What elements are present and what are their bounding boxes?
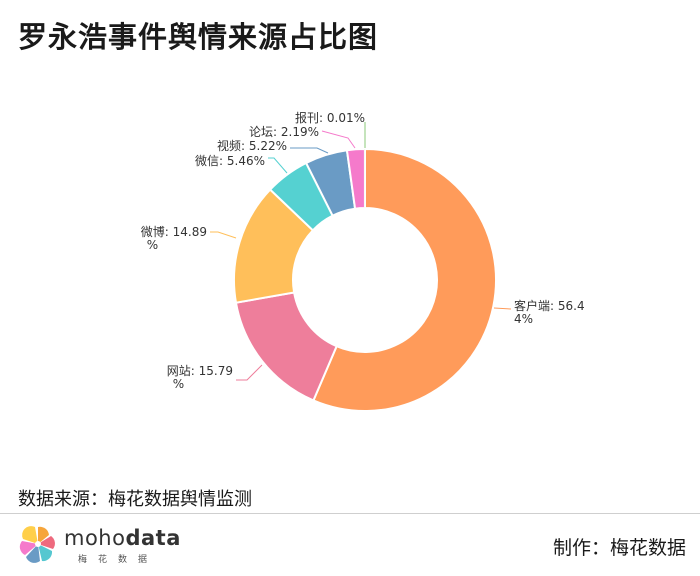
brand-subtitle: 梅花数据 [78,555,159,565]
data-label-网站: 网站: 15.79% [167,364,233,391]
slice-客户端[interactable] [312,147,497,412]
data-label-微信: 微信: 5.46% [195,154,265,168]
leader-line-视频 [290,147,329,154]
leader-line-网站 [236,364,263,381]
brand-wordmark: mohodata 梅花数据 [64,526,181,566]
brand-text-moho: moho [64,526,126,550]
mohodata-logo-icon [19,526,55,563]
brand-text-data: data [125,526,181,550]
leader-line-论坛 [321,130,356,149]
data-label-视频: 视频: 5.22% [217,138,287,153]
leader-line-客户端 [493,307,512,310]
chart-title: 罗永浩事件舆情来源占比图 [18,20,379,54]
footer-divider [0,513,700,514]
data-label-报刊: 报刊: 0.01% [295,110,365,125]
leader-line-微信 [268,157,288,174]
leader-line-微博 [210,231,237,239]
data-label-客户端: 客户端: 56.4 4% [514,298,585,326]
data-source: 数据来源：梅花数据舆情监测 [18,489,252,510]
data-label-微博: 微博: 14.89% [141,224,207,252]
donut-chart: 客户端: 56.4 4% 网站: 15.79 % 微博: 14.89 % 微信: 5.46%… [141,110,585,412]
data-label-论坛: 论坛: 2.19% [249,125,319,139]
credit-text: 制作：梅花数据 [552,537,686,559]
